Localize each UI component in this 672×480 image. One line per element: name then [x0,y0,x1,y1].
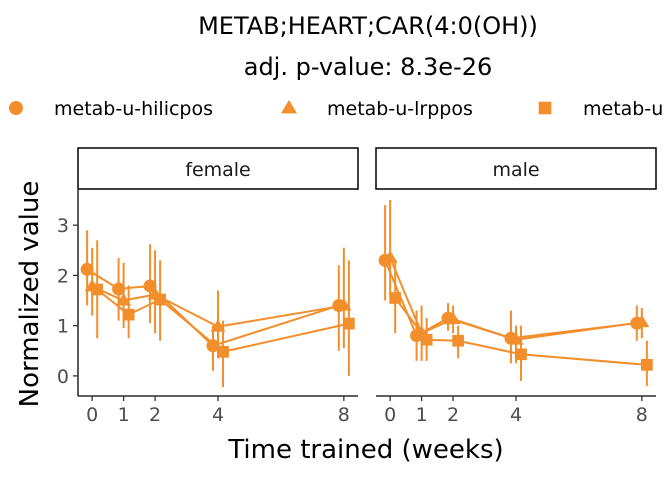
data-point [336,298,352,311]
legend-label: metab-u-hilicpos [54,98,213,120]
chart-title: METAB;HEART;CAR(4:0(OH)) [198,12,538,40]
x-tick-label: 8 [338,404,350,426]
x-tick-label: 1 [416,404,428,426]
data-point [445,311,461,325]
x-tick-label: 4 [510,404,522,426]
data-point [389,292,402,304]
x-axis-title: Time trained (weeks) [227,435,503,465]
facet-strip-label: male [492,159,539,181]
x-tick-label: 2 [149,404,161,426]
x-tick-label: 2 [447,404,459,426]
data-point [515,348,527,361]
data-point [154,293,166,306]
data-point [116,293,132,306]
facet-strip [375,147,657,190]
data-point [80,262,94,276]
data-point [452,334,464,347]
y-tick-label: 0 [57,366,69,388]
y-tick-label: 1 [57,316,69,338]
legend-item: metab-u-lrppos [280,98,473,120]
facet-strip-label: female [185,159,251,181]
legend-label: metab-u [583,98,663,120]
legend-label: metab-u-lrppos [327,98,473,120]
facet-strip [77,147,359,190]
data-point [420,333,433,346]
data-point [382,250,398,263]
data-point [343,317,355,330]
data-point [641,358,653,371]
data-point [634,314,650,328]
y-axis-title: Normalized value [15,181,45,408]
data-point [91,283,104,296]
facet-female: female 0 1 2 4 8 [77,147,359,426]
legend-key-triangle [280,100,298,114]
legend-key-square [538,101,552,115]
data-point [143,279,157,293]
data-point [210,319,226,332]
series-metab-u-lrppos [382,200,650,364]
x-tick-label: 1 [118,404,130,426]
data-point [206,339,220,353]
series-metab-u-hilicpos [378,205,644,364]
x-tick-label: 0 [384,404,396,426]
legend: metab-u-hilicpos metab-u-lrppos metab-u [9,98,663,120]
legend-item: metab-u [538,98,663,120]
facet-male: male 0 1 2 4 8 [375,147,657,426]
x-tick-label: 8 [636,404,648,426]
x-tick-label: 0 [86,404,98,426]
y-tick-label: 2 [57,265,69,287]
data-point [508,332,524,345]
series-metab-u [389,260,653,386]
data-point [112,282,126,296]
series-metab-u [91,240,355,387]
data-point [122,308,135,321]
chart-subtitle: adj. p-value: 8.3e-26 [244,53,493,81]
y-tick-label: 3 [57,215,69,237]
data-point [217,345,229,358]
legend-key-circle [9,101,23,115]
legend-item: metab-u-hilicpos [9,98,213,120]
series-metab-u-lrppos [84,247,352,359]
x-tick-label: 4 [212,404,224,426]
y-axis: 0 1 2 3 [57,190,79,396]
